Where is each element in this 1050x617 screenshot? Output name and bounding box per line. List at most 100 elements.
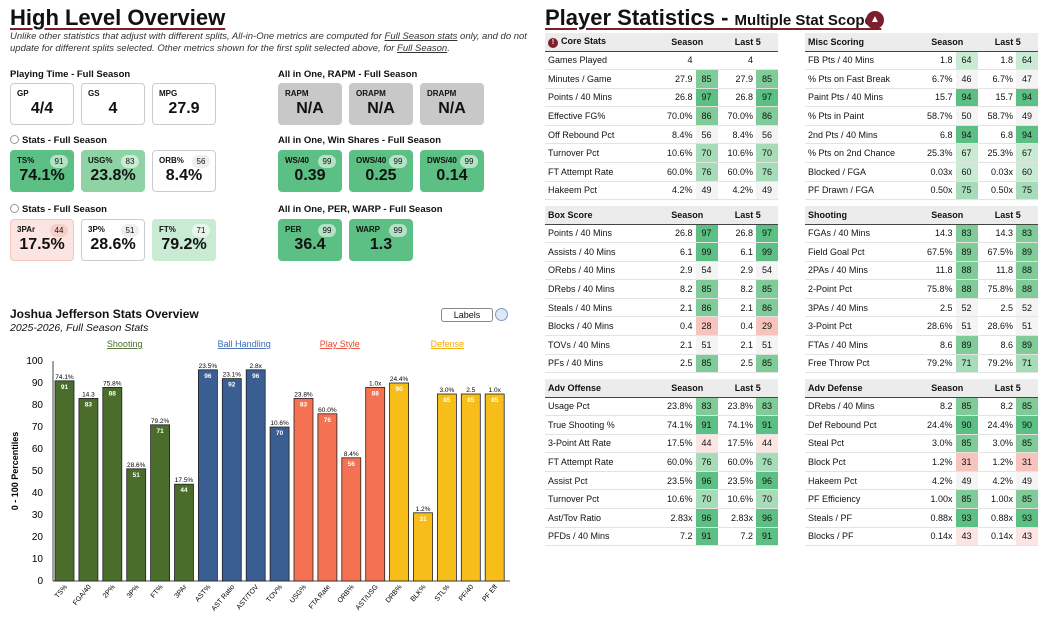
- last5-percentile: 64: [1016, 51, 1038, 71]
- last5-percentile: 71: [1016, 354, 1038, 374]
- group-label: Shooting: [107, 339, 143, 349]
- stats-section-2[interactable]: Stats - Full Season: [10, 204, 107, 215]
- last5-percentile: 96: [756, 508, 778, 528]
- stat-name: 3-Point Pct: [805, 316, 917, 337]
- mpg-card: MPG 27.9: [152, 83, 216, 125]
- table-row: Hakeem Pct 4.2% 49 4.2% 49: [805, 471, 1038, 491]
- last5-value: 4: [717, 51, 756, 71]
- bar-raw-label: 2.5: [466, 387, 475, 394]
- radio-icon[interactable]: [10, 204, 19, 213]
- season-percentile: 51: [955, 316, 978, 337]
- last5-percentile: 91: [756, 527, 778, 547]
- last5-percentile: 89: [1016, 335, 1038, 355]
- last5-percentile: 94: [1016, 88, 1038, 108]
- bar-value-label: 85: [467, 397, 475, 404]
- bar-raw-label: 3.0%: [439, 387, 454, 394]
- season-header[interactable]: Season: [657, 206, 718, 225]
- winshares-label: All in One, Win Shares - Full Season: [278, 135, 442, 146]
- last5-value: 14.3: [977, 224, 1016, 244]
- last5-value: 2.9: [717, 261, 756, 281]
- bar-value-label: 83: [85, 401, 93, 408]
- playing-time-label: Playing Time - Full Season: [10, 69, 131, 80]
- stat-name: Hakeem Pct: [805, 471, 917, 491]
- table-row: Hakeem Pct 4.2% 49 4.2% 49: [545, 181, 778, 201]
- last5-header[interactable]: Last 5: [977, 379, 1038, 398]
- last5-header[interactable]: Last 5: [717, 33, 778, 52]
- overview-note: Unlike other statistics that adjust with…: [10, 31, 527, 54]
- labels-toggle[interactable]: [495, 308, 508, 321]
- bar-value-label: 91: [61, 384, 69, 391]
- radio-icon[interactable]: [10, 135, 19, 144]
- table-row: FGAs / 40 Mins 14.3 83 14.3 83: [805, 224, 1038, 244]
- season-header[interactable]: Season: [917, 379, 978, 398]
- bar: [413, 512, 433, 582]
- labels-button[interactable]: Labels: [441, 308, 493, 322]
- table-row: 3PAs / 40 Mins 2.5 52 2.5 52: [805, 298, 1038, 318]
- bar-raw-label: 8.4%: [344, 451, 359, 458]
- table-row: Steals / 40 Mins 2.1 86 2.1 86: [545, 298, 778, 318]
- last5-percentile: 47: [1016, 69, 1038, 89]
- stat-name: Field Goal Pct: [805, 242, 917, 262]
- bar-value-label: 90: [395, 386, 403, 393]
- last5-value: 17.5%: [717, 434, 756, 454]
- bar: [460, 393, 481, 582]
- stat-name: PF Drawn / FGA: [805, 181, 917, 201]
- bar-raw-label: 28.6%: [127, 462, 146, 469]
- last5-value: 70.0%: [717, 106, 756, 126]
- last5-percentile: 89: [1016, 242, 1038, 262]
- orapm-card: ORAPM N/A: [349, 83, 413, 125]
- table-row: Blocked / FGA 0.03x 60 0.03x 60: [805, 162, 1038, 182]
- season-header[interactable]: Season: [657, 379, 718, 398]
- table-row: Def Rebound Pct 24.4% 90 24.4% 90: [805, 415, 1038, 435]
- full-season-stats-link[interactable]: Full Season stats: [384, 31, 458, 42]
- stat-name: Blocks / 40 Mins: [545, 316, 657, 337]
- table-row: PFs / 40 Mins 2.5 85 2.5 85: [545, 354, 778, 374]
- last5-percentile: 49: [1016, 106, 1038, 126]
- download-icon[interactable]: ▲: [866, 11, 884, 29]
- last5-percentile: 85: [1016, 434, 1038, 454]
- last5-value: 60.0%: [717, 162, 756, 182]
- core-stats-table: ! Core Stats Season Last 5 Games Played 4 4 Min…: [545, 33, 778, 201]
- bar-raw-label: 60.0%: [318, 407, 337, 414]
- season-percentile: 86: [695, 106, 718, 126]
- last5-percentile: 43: [1016, 527, 1038, 547]
- season-value: 8.6: [917, 335, 956, 355]
- gs-card: GS 4: [81, 83, 145, 125]
- last5-header[interactable]: Last 5: [717, 206, 778, 225]
- season-value: 0.88x: [917, 508, 956, 528]
- season-percentile: 60: [955, 162, 978, 182]
- last5-header[interactable]: Last 5: [977, 33, 1038, 52]
- stats-bar-chart: 0 10 20 30 40 50 60 70 80 90 100 0 - 100 Percentile…: [10, 339, 510, 613]
- table-row: 2PAs / 40 Mins 11.8 88 11.8 88: [805, 261, 1038, 281]
- season-header[interactable]: Season: [917, 33, 978, 52]
- table-row: DRebs / 40 Mins 8.2 85 8.2 85: [805, 397, 1038, 417]
- stat-name: PFDs / 40 Mins: [545, 527, 657, 547]
- stat-name: % Pts in Paint: [805, 106, 917, 126]
- last5-value: 8.4%: [717, 125, 756, 145]
- season-value: 2.9: [657, 261, 696, 281]
- season-header[interactable]: Season: [657, 33, 718, 52]
- season-value: 25.3%: [917, 143, 956, 164]
- last5-value: 2.5: [717, 354, 756, 374]
- full-season-link[interactable]: Full Season: [397, 43, 448, 54]
- bar-value-label: 76: [324, 417, 332, 424]
- last5-percentile: 67: [1016, 143, 1038, 164]
- last5-percentile: 99: [756, 242, 778, 262]
- season-percentile: 85: [695, 354, 718, 374]
- bar: [126, 468, 147, 582]
- stat-name: 2-Point Pct: [805, 279, 917, 299]
- season-header[interactable]: Season: [917, 206, 978, 225]
- season-percentile: 52: [955, 298, 978, 318]
- bar: [54, 380, 75, 582]
- y-tick-label: 30: [32, 510, 44, 521]
- stats-section-1[interactable]: Stats - Full Season: [10, 135, 107, 146]
- last5-header[interactable]: Last 5: [717, 379, 778, 398]
- season-value: 8.4%: [657, 125, 696, 145]
- last5-header[interactable]: Last 5: [977, 206, 1038, 225]
- info-icon[interactable]: !: [548, 37, 558, 48]
- stat-name: Points / 40 Mins: [545, 224, 657, 244]
- bar-raw-label: 1.0x: [489, 387, 502, 394]
- season-value: 14.3: [917, 224, 956, 244]
- season-percentile: 85: [695, 279, 718, 299]
- season-percentile: 97: [695, 88, 718, 108]
